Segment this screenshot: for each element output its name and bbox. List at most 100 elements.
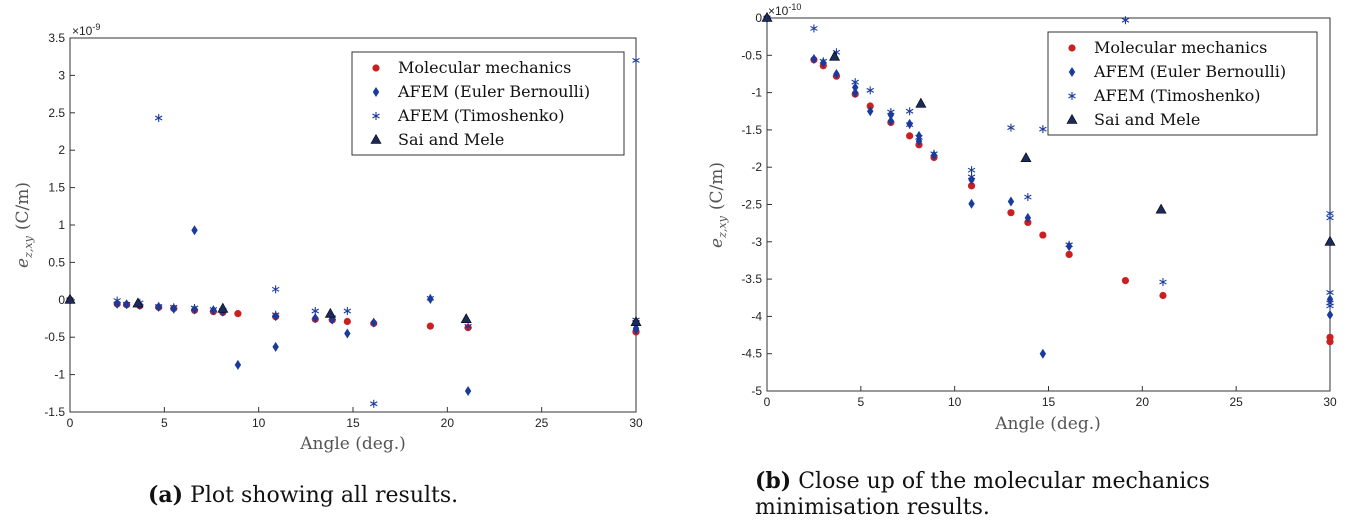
x-tick-label: 10 <box>252 416 266 430</box>
y-tick-label: 1 <box>58 218 65 232</box>
chart-b: 0 5 10 15 20 25 30 -5-4.5-4-3.5-3-2.5-2-1.5-1-… <box>707 2 1337 520</box>
legend-label: AFEM (Timoshenko) <box>397 106 565 125</box>
data-point <box>761 11 773 22</box>
data-point <box>968 198 975 209</box>
x-tick-label: 15 <box>346 416 360 430</box>
y-tick-label: -2 <box>751 160 762 174</box>
x-axis-label-b: Angle (deg.) <box>994 414 1101 434</box>
data-point <box>867 106 874 117</box>
data-point <box>1007 123 1015 132</box>
y-tick-label: -1.5 <box>741 123 762 137</box>
data-point <box>1159 291 1167 300</box>
data-point <box>967 172 976 181</box>
y-tick-label: -1 <box>54 368 65 382</box>
data-point <box>122 300 131 309</box>
x-tick-label: 25 <box>1229 395 1243 409</box>
data-point <box>1039 125 1047 134</box>
legend-label: Molecular mechanics <box>398 58 571 77</box>
data-point <box>1121 16 1130 25</box>
y-tick-label: 0.5 <box>48 255 65 269</box>
data-point <box>852 82 859 93</box>
data-point <box>191 225 198 236</box>
y-axis-b: -5 -4.5 -4 -3.5 -3 -2.5 -2 -1.5 -1 -0.5 0 <box>741 11 772 398</box>
data-point <box>1007 209 1015 217</box>
data-point <box>426 322 434 330</box>
y-tick-label: -3.5 <box>741 272 762 286</box>
caption-a: (a) Plot showing all results. <box>148 482 458 508</box>
data-point <box>810 54 818 65</box>
data-point <box>1326 301 1334 310</box>
legend-marker <box>372 112 380 120</box>
exponent-label-a: ×10-9 <box>72 22 100 38</box>
data-point <box>1155 203 1167 214</box>
data-point <box>234 359 242 370</box>
data-point <box>1039 231 1047 239</box>
y-tick-label: -4.5 <box>741 347 762 361</box>
data-point <box>632 324 640 335</box>
legend-label: AFEM (Timoshenko) <box>1093 86 1261 105</box>
legend-marker <box>372 87 380 97</box>
data-marks-a <box>64 56 642 408</box>
x-tick-label: 10 <box>948 395 962 409</box>
data-point <box>819 57 828 66</box>
data-point <box>1065 250 1073 259</box>
legend-label: Sai and Mele <box>398 130 504 149</box>
y-tick-label: 3.5 <box>48 31 65 45</box>
x-axis-a: 0 5 10 15 20 25 30 <box>67 407 643 430</box>
data-point <box>967 182 976 190</box>
data-point <box>906 132 914 140</box>
x-tick-label: 25 <box>535 416 549 430</box>
data-point <box>369 399 378 408</box>
data-point <box>343 317 351 326</box>
x-tick-label: 20 <box>1136 395 1150 409</box>
y-tick-label: -1 <box>751 86 762 100</box>
data-point <box>915 97 927 108</box>
data-point <box>312 313 319 324</box>
legend-marker <box>1066 113 1078 124</box>
y-tick-label: -3 <box>751 235 762 249</box>
legend-marker <box>370 133 382 144</box>
y-axis-label-a: ez,xy(C/m) <box>13 182 35 268</box>
y-tick-label: -0.5 <box>741 48 762 62</box>
y-tick-label: 0 <box>58 293 65 307</box>
data-point <box>426 294 435 303</box>
y-tick-label: -2.5 <box>741 198 762 212</box>
y-axis-label-b: ez,xy(C/m) <box>707 162 729 248</box>
x-tick-label: 30 <box>629 416 643 430</box>
data-point <box>1024 212 1032 223</box>
data-point <box>190 304 199 313</box>
x-tick-label: 5 <box>857 395 864 409</box>
x-tick-label: 5 <box>161 416 168 430</box>
data-point <box>851 78 859 87</box>
data-point <box>311 307 320 316</box>
data-point <box>370 317 377 328</box>
data-point <box>905 120 914 129</box>
y-tick-label: 2 <box>58 143 65 157</box>
data-point <box>1324 235 1336 246</box>
data-point <box>1020 152 1032 163</box>
legend-label: Sai and Mele <box>1094 110 1200 129</box>
data-point <box>324 307 336 318</box>
data-point <box>272 341 279 352</box>
data-point <box>1024 193 1032 202</box>
x-tick-label: 0 <box>764 395 771 409</box>
data-point <box>930 149 938 158</box>
legend-label: AFEM (Euler Bernoulli) <box>397 82 590 101</box>
data-point <box>170 303 178 312</box>
data-point <box>1326 338 1334 346</box>
legend-a: Molecular mechanics AFEM (Euler Bernoulli… <box>351 51 625 156</box>
data-point <box>887 115 895 126</box>
data-point <box>630 316 642 327</box>
data-point <box>154 302 163 311</box>
y-tick-label: 0 <box>755 11 762 25</box>
data-point <box>1326 309 1334 320</box>
x-axis-label-a: Angle (deg.) <box>299 434 406 454</box>
legend-box-a <box>351 51 625 156</box>
data-point <box>1065 240 1073 249</box>
y-tick-label: 2.5 <box>48 106 65 120</box>
y-tick-label: -5 <box>751 384 762 398</box>
data-point <box>905 107 914 116</box>
chart-a: 0 5 10 15 20 25 30 -1.5-1-0.500.511.522.533.5 … <box>13 22 643 508</box>
data-point <box>829 50 841 61</box>
data-point <box>1326 213 1334 222</box>
